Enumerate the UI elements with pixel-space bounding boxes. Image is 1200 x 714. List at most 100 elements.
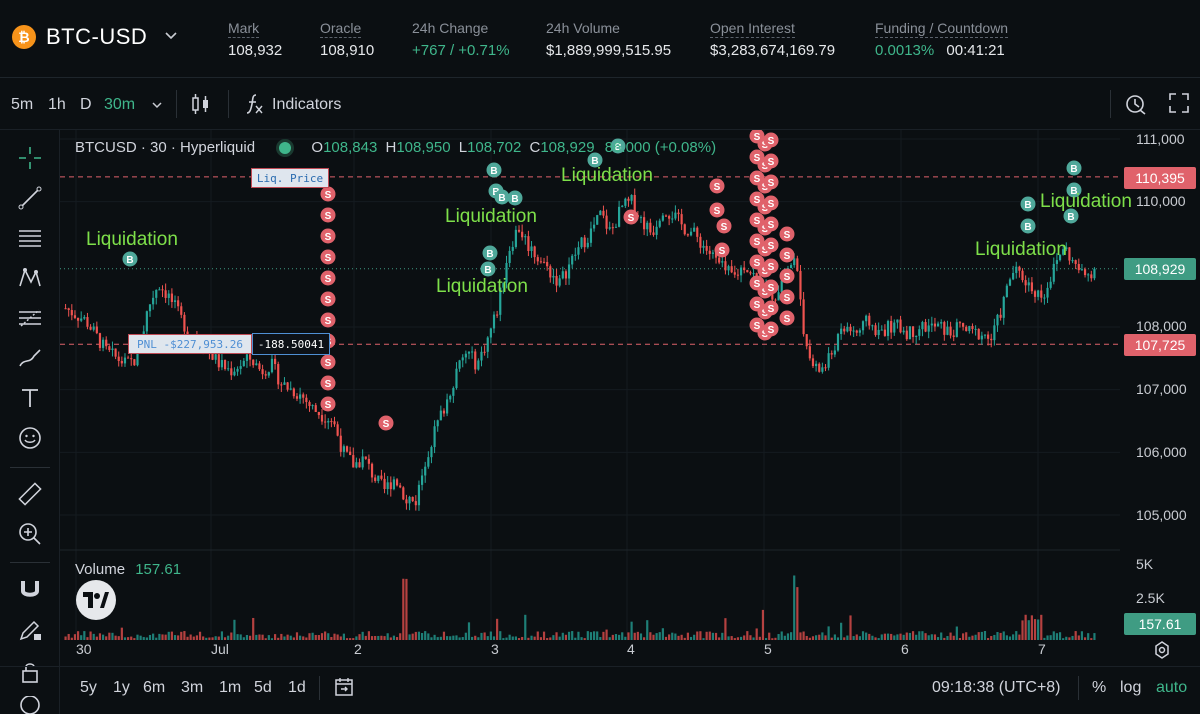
range-1d[interactable]: 1d (288, 679, 306, 696)
interval-1h[interactable]: 1h (48, 96, 66, 113)
volume-bar (395, 637, 399, 640)
interval-5m[interactable]: 5m (11, 96, 34, 113)
volume-bar (983, 630, 987, 640)
candle-body (505, 262, 508, 283)
range-3m[interactable]: 3m (181, 679, 204, 696)
candle-body (336, 424, 339, 436)
range-1m[interactable]: 1m (219, 679, 242, 696)
pattern-icon[interactable] (14, 262, 46, 294)
volume-bar (815, 635, 818, 640)
candle-body (621, 205, 624, 207)
settings-gear-icon[interactable] (1152, 640, 1172, 665)
ruler-icon[interactable] (14, 478, 46, 510)
chevron-down-icon[interactable] (163, 27, 179, 48)
volume-bar (805, 635, 808, 640)
volume-bar (861, 631, 865, 640)
candle-body (955, 322, 958, 337)
candle-body (223, 360, 227, 370)
range-1y[interactable]: 1y (113, 679, 130, 696)
text-tool-icon[interactable] (14, 382, 46, 414)
volume-bar (521, 636, 524, 640)
volume-bar (380, 635, 383, 640)
liq-price-label[interactable]: Liq. Price (251, 168, 329, 188)
volume-bar (299, 635, 302, 640)
fib-tool-icon[interactable] (14, 302, 46, 334)
magnet-icon[interactable] (14, 574, 46, 606)
volume-bar (420, 633, 424, 640)
volume-bar (911, 631, 915, 640)
position-size-label[interactable]: -188.50041 (252, 333, 330, 355)
candle-body (377, 475, 380, 481)
candle-body (133, 359, 136, 366)
candle-body (614, 226, 618, 228)
marker-label: B (591, 156, 598, 167)
candle-body (661, 215, 664, 221)
zoom-in-icon[interactable] (14, 518, 46, 550)
interval-dropdown-icon[interactable] (151, 98, 163, 116)
buy-marker: B (122, 251, 138, 267)
stat-label[interactable]: Oracle (320, 20, 362, 38)
candle-type-icon[interactable] (190, 92, 212, 121)
log-scale-toggle[interactable]: log (1120, 679, 1142, 696)
price-lines (60, 176, 1120, 345)
volume-bar (101, 634, 105, 640)
sell-marker: S (320, 375, 336, 391)
marker-label: S (325, 211, 332, 222)
price-tick: 105,000 (1136, 507, 1187, 523)
volume-bar (974, 634, 977, 640)
range-5y[interactable]: 5y (80, 679, 97, 696)
candle-body (846, 326, 849, 332)
candle-body (699, 236, 702, 248)
clock-timezone[interactable]: 09:18:38 (UTC+8) (932, 679, 1061, 696)
candle-body (483, 351, 486, 353)
range-5d[interactable]: 5d (254, 679, 272, 696)
horizontal-lines-icon[interactable] (14, 222, 46, 254)
candle-body (380, 475, 383, 479)
alert-clock-icon[interactable] (1124, 92, 1148, 121)
auto-scale-toggle[interactable]: auto (1156, 679, 1188, 696)
pencil-lock-icon[interactable] (14, 614, 46, 646)
range-6m[interactable]: 6m (143, 679, 166, 696)
brush-icon[interactable] (14, 342, 46, 374)
candle-body (877, 329, 880, 336)
volume-bar (999, 632, 1002, 640)
volume-bar (1021, 620, 1024, 640)
symbol-selector[interactable]: ₿ BTC-USD (12, 24, 179, 50)
crosshair-icon[interactable] (14, 142, 46, 174)
volume-bar (248, 635, 252, 640)
stat-label[interactable]: Funding / Countdown (875, 20, 1009, 38)
candle-body (155, 289, 158, 298)
fullscreen-icon[interactable] (1168, 92, 1190, 119)
trend-line-icon[interactable] (14, 182, 46, 214)
candle-body (496, 314, 499, 316)
goto-date-icon[interactable] (333, 676, 355, 703)
candle-body (911, 326, 915, 337)
eye-icon[interactable] (14, 696, 46, 714)
stat-label[interactable]: Mark (228, 20, 260, 38)
percent-scale-toggle[interactable]: % (1092, 679, 1107, 696)
marker-label: S (325, 358, 332, 369)
candle-body (1065, 247, 1068, 250)
fx-indicators-icon[interactable] (244, 92, 264, 121)
legend-symbol[interactable]: BTCUSD · 30 · Hyperliquid (75, 139, 256, 156)
indicators-button[interactable]: Indicators (272, 96, 342, 113)
volume-bar (783, 635, 786, 640)
marker-label: S (714, 182, 721, 193)
candle-body (1015, 266, 1018, 273)
candle-body (486, 337, 489, 352)
volume-bar (355, 636, 358, 640)
emoji-icon[interactable] (14, 422, 46, 454)
volume-bar (674, 633, 677, 640)
interval-30m[interactable]: 30m (104, 96, 136, 113)
interval-d[interactable]: D (80, 96, 92, 113)
candle-body (161, 289, 164, 291)
tradingview-logo[interactable] (76, 580, 116, 620)
pnl-label[interactable]: PNL -$227,953.26 (128, 334, 252, 354)
sell-marker: S (716, 218, 732, 234)
volume-bar (602, 631, 605, 640)
marker-label: B (511, 194, 518, 205)
candle-body (361, 456, 364, 468)
stat-label[interactable]: Open Interest (710, 20, 795, 38)
volume-label: Volume (75, 561, 126, 578)
